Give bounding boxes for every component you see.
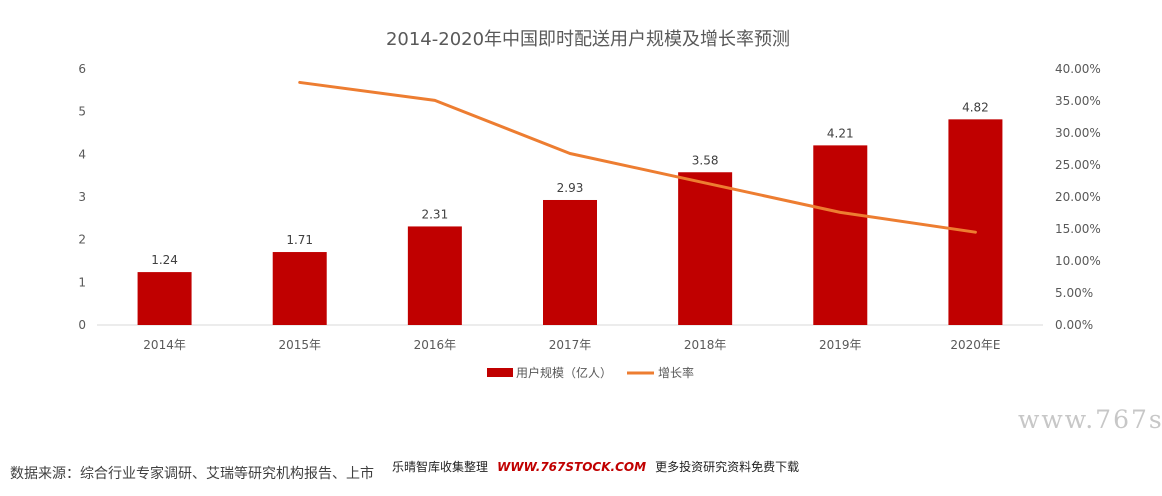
right-tick-label: 20.00% [1055, 190, 1101, 204]
left-tick-label: 3 [78, 190, 86, 204]
right-tick-label: 0.00% [1055, 318, 1093, 332]
left-tick-label: 6 [78, 62, 86, 76]
right-tick-label: 30.00% [1055, 126, 1101, 140]
left-tick-label: 2 [78, 233, 86, 247]
x-tick-label: 2014年 [143, 338, 186, 352]
left-tick-label: 4 [78, 147, 86, 161]
x-tick-label: 2016年 [414, 338, 457, 352]
legend-swatch-bar [487, 368, 513, 377]
bar-data-label: 4.82 [962, 100, 989, 114]
right-y-axis: 0.00% 5.00% 10.00% 15.00% 20.00% 25.00% 30.00%… [1055, 62, 1101, 332]
bar-data-label: 1.24 [151, 253, 178, 267]
x-tick-label: 2018年 [684, 338, 727, 352]
x-tick-label: 2015年 [278, 338, 321, 352]
right-tick-label: 5.00% [1055, 286, 1093, 300]
x-axis-labels: 2014年 2015年 2016年 2017年 2018年 2019年 2020年E [143, 338, 1000, 352]
overlay-suffix: 更多投资研究资料免费下载 [655, 460, 800, 474]
bar [137, 272, 192, 325]
bar-data-label: 3.58 [692, 153, 719, 167]
growth-line [298, 80, 977, 234]
bar-data-label: 4.21 [827, 126, 854, 140]
bar [678, 172, 733, 325]
data-source-note: 数据来源：综合行业专家调研、艾瑞等研究机构报告、上市 [10, 466, 374, 482]
legend-label-bar: 用户规模（亿人） [516, 365, 612, 380]
bar [272, 252, 327, 325]
bar [543, 199, 597, 325]
chart-title: 2014-2020年中国即时配送用户规模及增长率预测 [386, 29, 790, 50]
left-tick-label: 5 [78, 105, 86, 119]
right-tick-label: 25.00% [1055, 158, 1101, 172]
bar-data-label: 2.31 [421, 207, 448, 221]
legend: 用户规模（亿人） 增长率 [487, 365, 694, 380]
footer-overlay-banner: 乐晴智库收集整理 WWW.767STOCK.COM 更多投资研究资料免费下载 [386, 456, 812, 496]
right-tick-label: 10.00% [1055, 254, 1101, 268]
right-tick-label: 40.00% [1055, 62, 1101, 76]
left-tick-label: 0 [78, 318, 86, 332]
bar [813, 145, 868, 325]
legend-label-line: 增长率 [658, 365, 694, 380]
bar [407, 226, 462, 325]
x-tick-label: 2020年E [950, 338, 1000, 352]
overlay-text: 乐晴智库收集整理 [392, 460, 489, 474]
bar-data-label: 1.71 [286, 233, 313, 247]
right-tick-label: 15.00% [1055, 222, 1101, 236]
bar-series: 1.24 1.71 2.31 2.93 3.58 4.21 4.82 [137, 100, 1003, 325]
right-tick-label: 35.00% [1055, 94, 1101, 108]
x-tick-label: 2019年 [819, 338, 862, 352]
overlay-url: WWW.767STOCK.COM [497, 460, 647, 474]
growth-line-series [298, 80, 977, 234]
bar-data-label: 2.93 [557, 181, 584, 195]
x-tick-label: 2017年 [549, 338, 592, 352]
left-y-axis: 0 1 2 3 4 5 6 [78, 62, 86, 332]
left-tick-label: 1 [78, 275, 86, 289]
bar [948, 119, 1003, 325]
watermark: www.767sto [1018, 405, 1162, 434]
